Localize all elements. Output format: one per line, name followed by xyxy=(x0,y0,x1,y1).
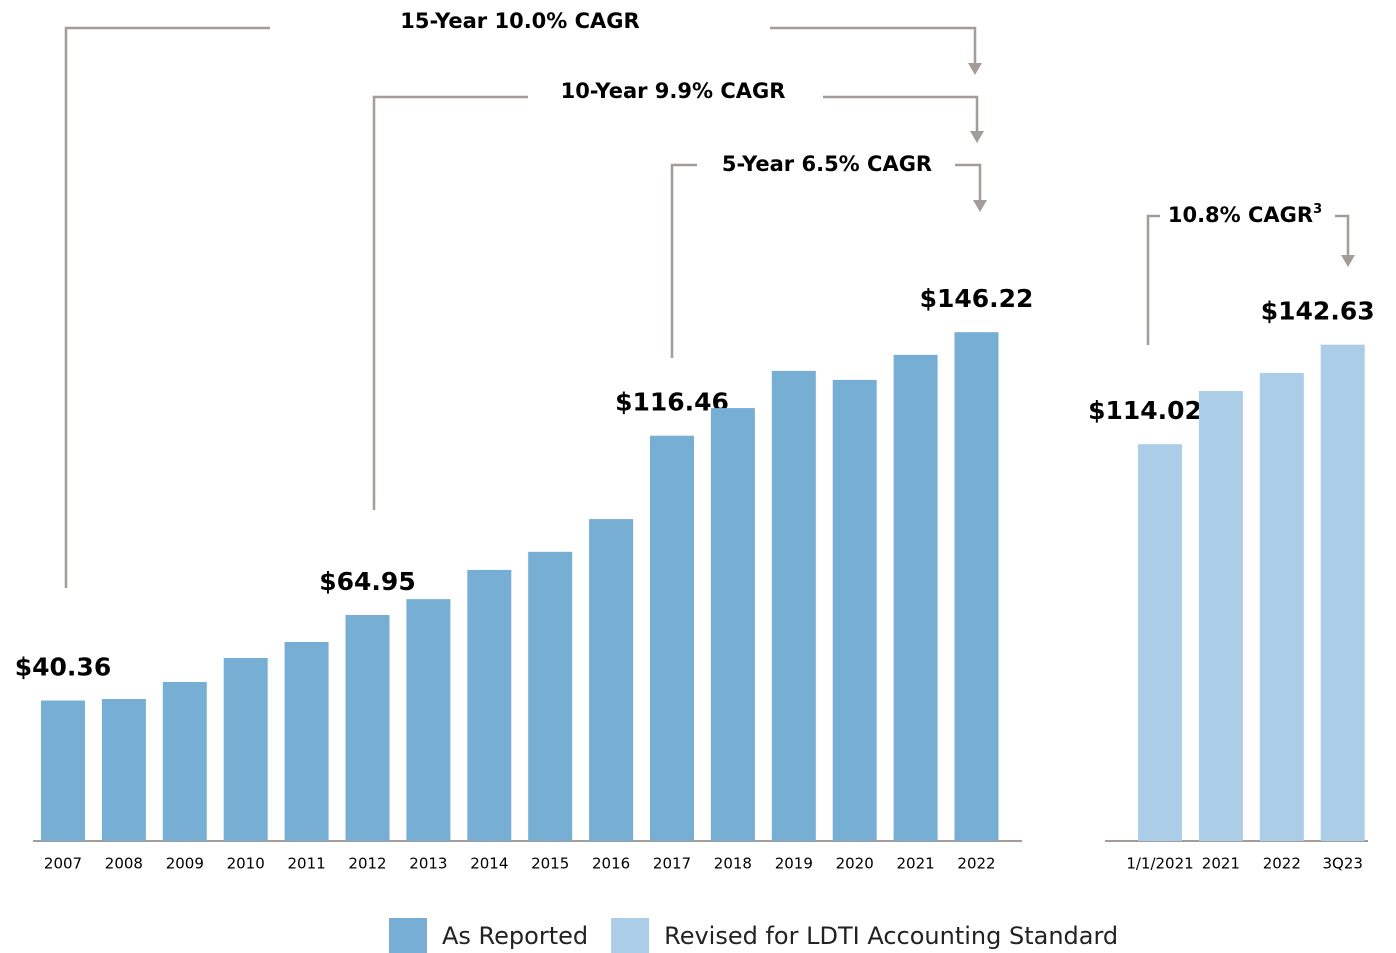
arrow-head xyxy=(1341,255,1355,267)
value-label: $40.36 xyxy=(15,653,111,682)
bar xyxy=(162,681,207,841)
bar xyxy=(467,569,512,841)
x-tick-label: 2021 xyxy=(897,855,935,873)
x-tick-label: 2022 xyxy=(1263,855,1301,873)
legend-swatch xyxy=(389,918,427,953)
annotation: 10-Year 9.9% CAGR xyxy=(561,79,786,103)
bar xyxy=(1320,344,1365,841)
x-tick-label: 2013 xyxy=(409,855,447,873)
annotation-superscript: 3 xyxy=(1313,202,1322,217)
x-tick-label: 2012 xyxy=(348,855,386,873)
bracket xyxy=(1146,214,1160,345)
x-tick-label: 2011 xyxy=(288,855,326,873)
arrow-head xyxy=(970,131,984,143)
bar xyxy=(1138,444,1182,841)
bar xyxy=(893,354,938,841)
bar xyxy=(710,408,755,841)
legend-label: As Reported xyxy=(442,922,588,950)
bar xyxy=(284,641,329,841)
value-label: $142.63 xyxy=(1261,297,1375,326)
value-label: $116.46 xyxy=(615,388,729,417)
annotation: 5-Year 6.5% CAGR xyxy=(722,152,932,176)
x-tick-label: 2014 xyxy=(470,855,508,873)
legend-label: Revised for LDTI Accounting Standard xyxy=(664,922,1118,950)
annotation: 15-Year 10.0% CAGR xyxy=(400,9,639,33)
x-tick-label: 2009 xyxy=(166,855,204,873)
bracket xyxy=(770,26,977,65)
bar xyxy=(832,379,877,841)
x-tick-label: 3Q23 xyxy=(1322,855,1362,873)
value-label: $64.95 xyxy=(319,567,415,596)
x-tick-label: 2021 xyxy=(1202,855,1240,873)
x-tick-label: 2020 xyxy=(836,855,874,873)
x-tick-label: 2007 xyxy=(44,855,82,873)
bar xyxy=(589,519,634,841)
bar xyxy=(771,370,816,841)
x-tick-label: 2015 xyxy=(531,855,569,873)
value-label: $146.22 xyxy=(920,284,1034,313)
arrow-head xyxy=(973,200,987,212)
arrow-head xyxy=(968,63,982,75)
x-tick-label: 2018 xyxy=(714,855,752,873)
bracket xyxy=(670,163,697,358)
bar xyxy=(101,699,146,841)
x-tick-label: 2019 xyxy=(775,855,813,873)
bar xyxy=(223,657,268,841)
bar xyxy=(41,700,85,841)
bracket xyxy=(955,163,982,202)
bracket xyxy=(1335,214,1350,257)
bar xyxy=(406,599,451,841)
bar xyxy=(528,551,573,841)
bracket xyxy=(372,95,528,510)
bracket xyxy=(823,95,979,133)
x-tick-label: 2022 xyxy=(957,855,995,873)
bar xyxy=(954,332,999,841)
bar xyxy=(1259,372,1304,841)
x-tick-label: 2010 xyxy=(227,855,265,873)
x-tick-label: 1/1/2021 xyxy=(1126,855,1193,873)
bar xyxy=(1198,391,1243,841)
legend-swatch xyxy=(611,918,650,953)
value-label: $114.02 xyxy=(1088,396,1202,425)
bar xyxy=(345,614,390,841)
annotation-text: 10.8% CAGR xyxy=(1168,203,1313,227)
x-tick-label: 2016 xyxy=(592,855,630,873)
bracket xyxy=(64,26,270,588)
x-tick-label: 2008 xyxy=(105,855,143,873)
annotation: 10.8% CAGR3 xyxy=(1168,202,1322,228)
bar xyxy=(650,435,694,841)
x-tick-label: 2017 xyxy=(653,855,691,873)
